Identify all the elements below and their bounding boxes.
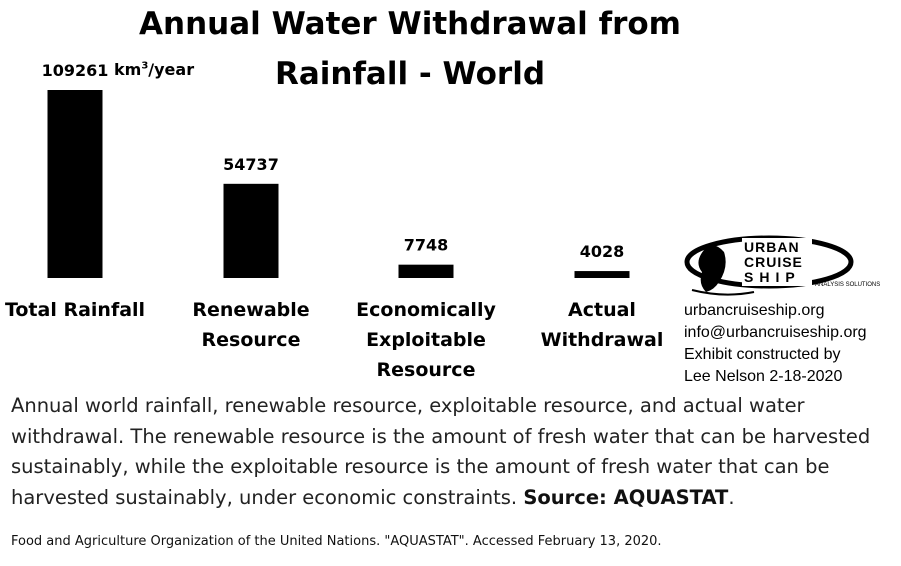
value-label-3: 7748	[404, 236, 449, 255]
unit-suffix: /year	[148, 60, 195, 79]
category-label-4-line-2: Withdrawal	[541, 329, 664, 351]
email-text: info@urbancruiseship.org	[684, 324, 867, 341]
unit-base: km	[114, 60, 142, 79]
footnote: Food and Agriculture Organization of the…	[11, 534, 662, 549]
logo-subtitle: ANALYSIS SOLUTIONS	[815, 282, 881, 288]
category-label-3-line-3: Resource	[377, 359, 476, 381]
bar-chart: 109261 Total Rainfall 54737 Renewable Resour…	[5, 61, 664, 381]
contact-block: urbancruiseship.org info@urbancruiseship…	[684, 300, 867, 388]
website-text: urbancruiseship.org	[684, 302, 825, 319]
caption-source: Source: AQUASTAT	[523, 485, 729, 509]
unit-superscript: 3	[141, 60, 149, 72]
bar-1	[47, 90, 103, 278]
value-label-2: 54737	[223, 155, 279, 174]
caption: Annual world rainfall, renewable resourc…	[11, 391, 891, 513]
category-label-2-line-1: Renewable	[192, 299, 309, 321]
category-label-3-line-2: Exploitable	[366, 329, 486, 351]
caption-text: Annual world rainfall, renewable resourc…	[11, 394, 871, 509]
bar-4	[574, 271, 630, 278]
category-label-4-line-1: Actual	[568, 299, 636, 321]
logo: URBAN CRUISE SHIP ANALYSIS SOLUTIONS	[684, 232, 894, 306]
logo-word-3: SHIP	[744, 269, 801, 285]
category-label-2-line-2: Resource	[202, 329, 301, 351]
value-label-4: 4028	[580, 242, 625, 261]
category-label-1-line-1: Total Rainfall	[5, 299, 145, 321]
category-label-3-line-1: Economically	[356, 299, 496, 321]
logo-word-2: CRUISE	[744, 254, 803, 270]
bar-3	[398, 264, 454, 278]
unit-label: km3/year	[114, 60, 194, 79]
bar-2	[223, 183, 279, 278]
urban-cruise-ship-logo-icon	[684, 235, 854, 296]
credit-line-1: Exhibit constructed by	[684, 346, 841, 363]
credit-line-2: Lee Nelson 2-18-2020	[684, 368, 843, 385]
chart-title-line-1: Annual Water Withdrawal from	[139, 6, 681, 42]
value-label-1: 109261	[42, 61, 109, 80]
logo-wordmark: URBAN CRUISE SHIP	[744, 240, 803, 285]
chart-title-line-2: Rainfall - World	[274, 56, 546, 92]
caption-end: .	[728, 485, 735, 509]
logo-word-1: URBAN	[744, 239, 800, 255]
